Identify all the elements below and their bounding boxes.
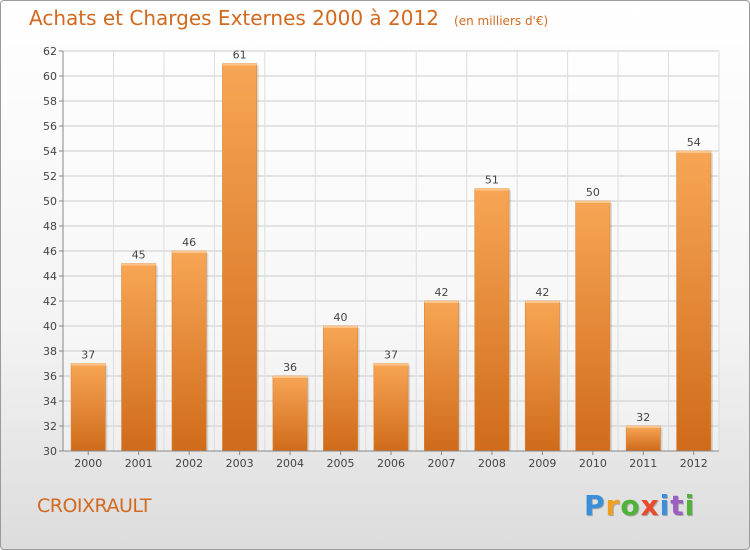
chart-title-block: Achats et Charges Externes 2000 à 2012 (… (29, 6, 548, 30)
logo-letter: t (670, 489, 685, 522)
y-tick-label: 42 (43, 295, 57, 308)
y-tick-label: 58 (43, 95, 57, 108)
bar-2006 (373, 363, 409, 452)
bar-2007 (424, 300, 459, 452)
x-tick-label: 2006 (377, 457, 405, 470)
y-tick-label: 38 (43, 345, 57, 358)
x-tick-label: 2008 (478, 457, 506, 470)
bar-2001 (121, 263, 157, 452)
y-tick-label: 48 (43, 220, 57, 233)
bar-top-highlight (575, 201, 611, 203)
bar-2000 (70, 363, 106, 452)
x-tick-label: 2010 (579, 457, 607, 470)
logo-letter: i (659, 489, 671, 522)
bar-top-highlight (171, 251, 207, 253)
x-tick-label: 2000 (74, 457, 102, 470)
x-tick-label: 2009 (528, 457, 556, 470)
x-tick-label: 2001 (125, 457, 153, 470)
logo-letter: r (605, 489, 621, 522)
x-tick-label: 2003 (226, 457, 254, 470)
bar-2011 (625, 425, 661, 452)
data-label: 32 (636, 411, 650, 424)
x-tick-label: 2005 (327, 457, 355, 470)
data-label: 37 (81, 349, 95, 362)
bar-top-highlight (474, 188, 510, 191)
data-label: 50 (586, 186, 600, 199)
bar-top-highlight (121, 263, 156, 266)
chart-title: Achats et Charges Externes 2000 à 2012 (29, 6, 439, 30)
bar-2010 (575, 200, 611, 452)
y-tick-label: 34 (43, 395, 57, 408)
bar-2012 (676, 150, 712, 452)
y-tick-label: 54 (43, 145, 57, 158)
y-tick-label: 62 (43, 45, 57, 58)
data-label: 54 (687, 136, 701, 149)
logo-letter: o (620, 489, 641, 522)
data-label: 45 (132, 249, 146, 262)
y-tick-label: 50 (43, 195, 57, 208)
bar-2002 (171, 250, 207, 452)
bar-2004 (272, 375, 308, 452)
y-tick-label: 56 (43, 120, 57, 133)
proxiti-logo: Proxiti (584, 489, 695, 522)
logo-letter: x (640, 489, 660, 522)
chart-unit: (en milliers d'€) (454, 14, 549, 28)
bar-top-highlight (323, 326, 358, 328)
y-tick-label: 46 (43, 245, 57, 258)
bar-top-highlight (272, 376, 308, 378)
logo-letter: i (684, 489, 696, 522)
y-tick-label: 52 (43, 170, 57, 183)
data-label: 37 (384, 349, 398, 362)
y-tick-label: 30 (43, 445, 57, 458)
data-label: 61 (233, 49, 247, 62)
data-label: 40 (334, 311, 348, 324)
y-tick-label: 32 (43, 420, 57, 433)
data-label: 36 (283, 361, 297, 374)
data-label: 42 (434, 286, 448, 299)
bar-top-highlight (373, 363, 409, 366)
x-tick-label: 2011 (629, 457, 657, 470)
bar-top-highlight (222, 63, 257, 66)
y-tick-label: 44 (43, 270, 57, 283)
x-tick-label: 2002 (175, 457, 203, 470)
y-tick-label: 60 (43, 70, 57, 83)
y-tick-label: 36 (43, 370, 57, 383)
bar-2005 (323, 325, 358, 452)
bar-2008 (474, 188, 510, 452)
x-tick-label: 2007 (427, 457, 455, 470)
bar-top-highlight (424, 301, 459, 303)
data-label: 46 (182, 236, 196, 249)
x-tick-label: 2004 (276, 457, 304, 470)
bar-2009 (524, 300, 560, 452)
bar-top-highlight (626, 426, 661, 428)
bar-2003 (222, 63, 258, 452)
commune-name: CROIXRAULT (37, 495, 151, 517)
y-tick-label: 40 (43, 320, 57, 333)
bar-top-highlight (676, 151, 711, 153)
bar-top-highlight (71, 363, 106, 366)
x-tick-label: 2012 (680, 457, 708, 470)
data-label: 42 (535, 286, 549, 299)
bar-top-highlight (525, 301, 560, 303)
logo-letter: P (584, 489, 606, 522)
data-label: 51 (485, 174, 499, 187)
